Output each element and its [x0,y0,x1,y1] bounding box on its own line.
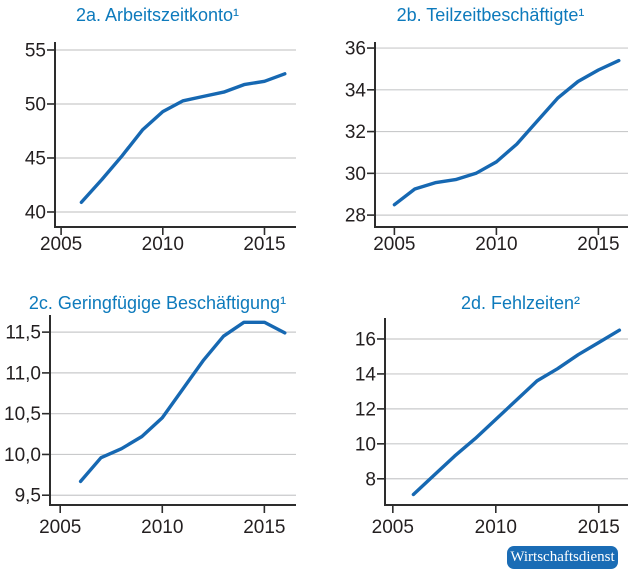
svg-text:2010: 2010 [142,234,184,255]
line-chart-2d: 16 14 12 10 8 2005 2010 2015 [355,318,628,538]
svg-text:2005: 2005 [40,234,82,255]
svg-text:9,5: 9,5 [15,486,41,507]
svg-text:32: 32 [345,122,366,143]
svg-text:8: 8 [365,469,376,490]
svg-text:34: 34 [345,80,367,101]
svg-text:2010: 2010 [475,517,517,538]
chart-panel-2a: 2a. Arbeitszeitkonto¹ 55 50 45 40 2005 2010 20… [0,0,315,285]
line-chart-2c: 11,5 11,0 10,5 10,0 9,5 2005 2010 2015 [4,315,296,538]
chart-title-2c: 2c. Geringfügige Beschäftigung¹ [28,293,287,313]
svg-text:28: 28 [345,206,366,227]
svg-text:2015: 2015 [243,517,285,538]
line-chart-2b: 36 34 32 30 28 2005 2010 2015 [345,39,628,255]
svg-text:2005: 2005 [372,517,414,538]
chart-panel-2d: 2d. Fehlzeiten² 16 14 12 10 8 2005 2010 2015 [315,285,630,570]
svg-text:2015: 2015 [243,234,285,255]
svg-text:40: 40 [25,202,46,223]
svg-text:11,0: 11,0 [5,363,41,384]
line-chart-2a: 55 50 45 40 2005 2010 2015 [25,40,296,255]
svg-text:2010: 2010 [141,517,183,538]
svg-text:30: 30 [345,164,366,185]
chart-title-2d: 2d. Fehlzeiten² [460,293,581,313]
chart-panel-2b: 2b. Teilzeitbeschäftigte¹ 36 34 32 30 28 2005… [315,0,630,285]
svg-text:10,5: 10,5 [4,404,41,425]
svg-text:11,5: 11,5 [5,323,41,344]
chart-title-2b: 2b. Teilzeitbeschäftigte¹ [396,5,585,25]
svg-text:10,0: 10,0 [4,445,41,466]
chart-panel-2c: 2c. Geringfügige Beschäftigung¹ 11,5 11,0… [0,285,315,570]
svg-text:10: 10 [355,434,376,455]
svg-text:14: 14 [355,364,377,385]
chart-title-2a: 2a. Arbeitszeitkonto¹ [75,5,240,25]
svg-text:2005: 2005 [39,517,81,538]
svg-text:16: 16 [355,329,376,350]
svg-text:50: 50 [25,94,46,115]
wirtschaftsdienst-badge-label: Wirtschaftsdienst [510,549,615,565]
svg-text:55: 55 [25,40,46,61]
svg-text:2015: 2015 [578,517,620,538]
wirtschaftsdienst-badge: Wirtschaftsdienst [507,546,618,569]
svg-text:12: 12 [355,399,376,420]
svg-text:2015: 2015 [577,234,619,255]
svg-text:2005: 2005 [373,234,415,255]
svg-text:36: 36 [345,39,366,60]
svg-text:2010: 2010 [475,234,517,255]
svg-text:45: 45 [25,148,46,169]
